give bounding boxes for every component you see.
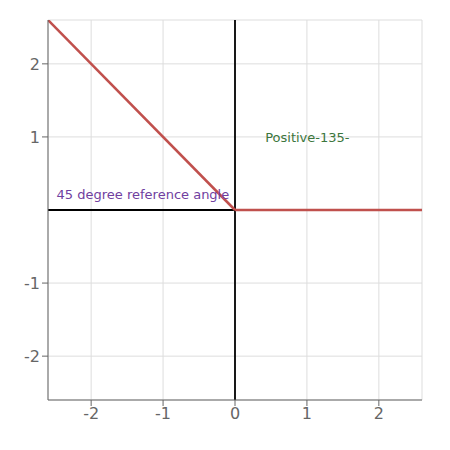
svg-text:2: 2 — [30, 55, 40, 74]
svg-text:-2: -2 — [24, 347, 40, 366]
svg-text:1: 1 — [302, 404, 312, 423]
svg-text:1: 1 — [30, 128, 40, 147]
svg-text:2: 2 — [374, 404, 384, 423]
svg-text:45 degree reference angle: 45 degree reference angle — [57, 187, 230, 202]
svg-text:-1: -1 — [155, 404, 171, 423]
svg-text:-2: -2 — [83, 404, 99, 423]
svg-text:-1: -1 — [24, 274, 40, 293]
svg-text:Positive‐135‐: Positive‐135‐ — [265, 130, 350, 145]
svg-text:0: 0 — [230, 404, 240, 423]
